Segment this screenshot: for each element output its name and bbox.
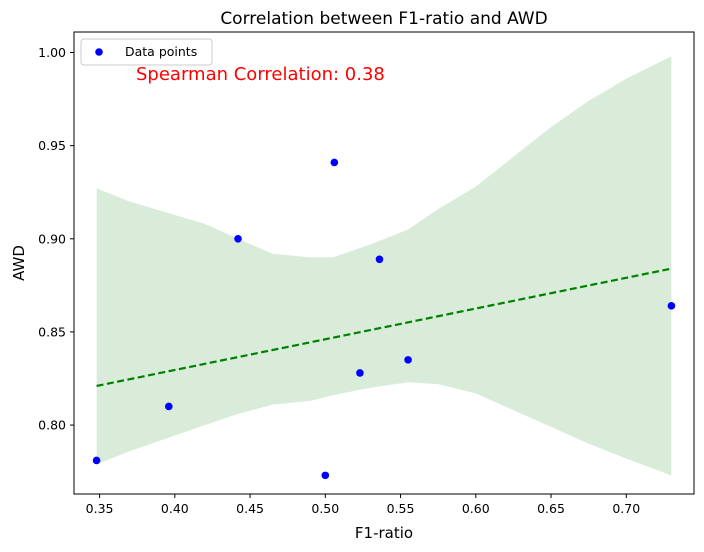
x-tick-label: 0.45 (236, 501, 264, 516)
regression-line-layer (96, 267, 672, 388)
y-tick-label: 1.00 (38, 45, 66, 60)
data-point (667, 302, 676, 310)
data-point (375, 255, 384, 264)
legend-entry-data-points: Data points (125, 44, 197, 59)
x-tick-label: 0.60 (462, 501, 490, 516)
confidence-band (96, 56, 672, 476)
axes: 0.35 0.40 0.45 0.50 0.55 0.60 0.65 0.70 0.80 0.85… (38, 31, 695, 516)
y-axis-label: AWD (10, 245, 28, 281)
x-tick-label: 0.35 (86, 501, 114, 516)
data-point (92, 456, 101, 465)
x-tick-label: 0.50 (311, 501, 339, 516)
data-point (356, 369, 364, 377)
regression-line (96, 267, 672, 388)
y-tick-label: 0.80 (38, 418, 66, 433)
y-tick-label: 0.85 (38, 324, 66, 339)
data-point (234, 234, 242, 243)
data-points-layer (92, 158, 676, 480)
chart-title: Correlation between F1-ratio and AWD (220, 9, 547, 29)
legend-box (80, 38, 213, 66)
spearman-annotation: Spearman Correlation: 0.38 (136, 64, 385, 85)
x-axis-label: F1-ratio (355, 524, 413, 542)
data-point (404, 356, 412, 364)
legend: Data points (80, 38, 213, 66)
y-tick-label: 0.95 (38, 138, 66, 153)
data-point (165, 402, 173, 411)
confidence-band-layer (96, 56, 672, 476)
data-point (321, 471, 330, 480)
x-tick-label: 0.65 (537, 501, 565, 516)
x-tick-label: 0.55 (387, 501, 415, 516)
x-tick-label: 0.70 (612, 501, 640, 516)
legend-marker (95, 48, 103, 56)
x-tick-label: 0.40 (161, 501, 189, 516)
y-tick-label: 0.90 (38, 231, 66, 246)
plot-frame (73, 31, 695, 495)
data-point (330, 158, 339, 167)
